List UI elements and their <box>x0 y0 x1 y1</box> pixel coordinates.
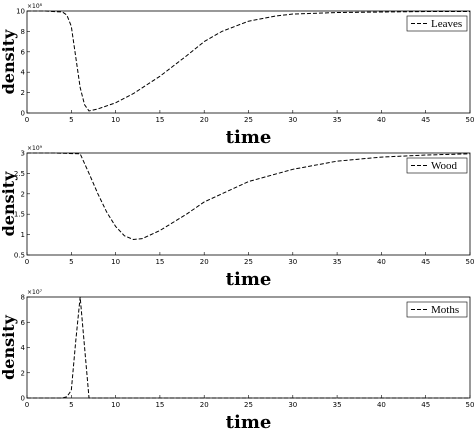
y-tick-label: 4 <box>21 69 26 77</box>
multiplier: ×10⁸ <box>27 3 43 10</box>
y-axis-label: density <box>0 314 18 379</box>
x-tick-label: 30 <box>288 258 297 266</box>
x-tick-label: 25 <box>244 258 253 266</box>
x-tick-label: 50 <box>466 116 474 124</box>
x-tick-label: 10 <box>111 258 120 266</box>
y-tick-label: 0 <box>21 110 25 118</box>
x-tick-label: 40 <box>377 401 386 409</box>
line <box>27 152 471 241</box>
x-tick-label: 15 <box>155 116 164 124</box>
x-tick-label: 15 <box>155 401 164 409</box>
y-tick-label: 0.5 <box>14 252 25 260</box>
x-tick-label: 40 <box>377 116 386 124</box>
x-tick-label: 25 <box>244 401 253 409</box>
y-tick-label: 0 <box>21 395 25 403</box>
x-tick-label: 35 <box>333 401 342 409</box>
x-axis-label: time <box>226 412 272 433</box>
legend-box <box>406 301 468 318</box>
x-tick-label: 0 <box>25 116 29 124</box>
x-tick-label: 30 <box>288 401 297 409</box>
x-tick-label: 45 <box>421 258 430 266</box>
x-tick-label: 40 <box>377 258 386 266</box>
y-tick-label: 8 <box>21 294 25 302</box>
y-tick-label: 2 <box>21 190 25 198</box>
y-tick-label: 3 <box>21 150 25 158</box>
x-tick-label: 15 <box>155 258 164 266</box>
multiplier: ×10⁷ <box>27 289 43 296</box>
x-tick-label: 50 <box>466 401 474 409</box>
y-tick-label: 2.5 <box>14 170 25 178</box>
line <box>27 10 470 112</box>
plot-frame <box>26 10 471 114</box>
legend-box <box>406 157 468 174</box>
x-tick-label: 5 <box>69 258 73 266</box>
y-tick-label: 6 <box>21 319 26 327</box>
x-tick-label: 0 <box>25 258 29 266</box>
legend-label: Leaves <box>431 18 462 30</box>
x-tick-label: 20 <box>200 401 209 409</box>
x-tick-label: 20 <box>200 116 209 124</box>
x-tick-label: 5 <box>69 116 73 124</box>
y-tick-label: 4 <box>21 344 26 352</box>
x-tick-label: 35 <box>333 258 342 266</box>
x-tick-label: 10 <box>111 116 120 124</box>
x-tick-label: 50 <box>466 258 474 266</box>
line <box>27 296 470 399</box>
x-axis-label: time <box>226 269 272 290</box>
y-axis-label: density <box>0 29 18 94</box>
x-tick-label: 35 <box>333 116 342 124</box>
x-tick-label: 5 <box>69 401 73 409</box>
legend-box <box>406 15 468 32</box>
x-tick-label: 25 <box>244 116 253 124</box>
y-tick-label: 2 <box>21 369 25 377</box>
y-tick-label: 1.5 <box>14 211 25 219</box>
plot-frame <box>26 152 471 256</box>
x-tick-label: 20 <box>200 258 209 266</box>
y-tick-label: 2 <box>21 89 25 97</box>
y-tick-label: 6 <box>21 48 26 56</box>
x-tick-label: 45 <box>421 401 430 409</box>
plot-frame <box>26 296 471 399</box>
y-tick-label: 1 <box>21 231 25 239</box>
x-tick-label: 10 <box>111 401 120 409</box>
x-tick-label: 0 <box>25 401 29 409</box>
y-tick-label: 8 <box>21 28 25 36</box>
legend-label: Wood <box>431 160 458 172</box>
legend-label: Moths <box>431 304 459 316</box>
x-tick-label: 30 <box>288 116 297 124</box>
multiplier: ×10⁹ <box>27 145 43 152</box>
x-tick-label: 45 <box>421 116 430 124</box>
x-axis-label: time <box>226 127 272 148</box>
y-tick-label: 10 <box>16 8 25 16</box>
y-axis-label: density <box>0 171 18 236</box>
